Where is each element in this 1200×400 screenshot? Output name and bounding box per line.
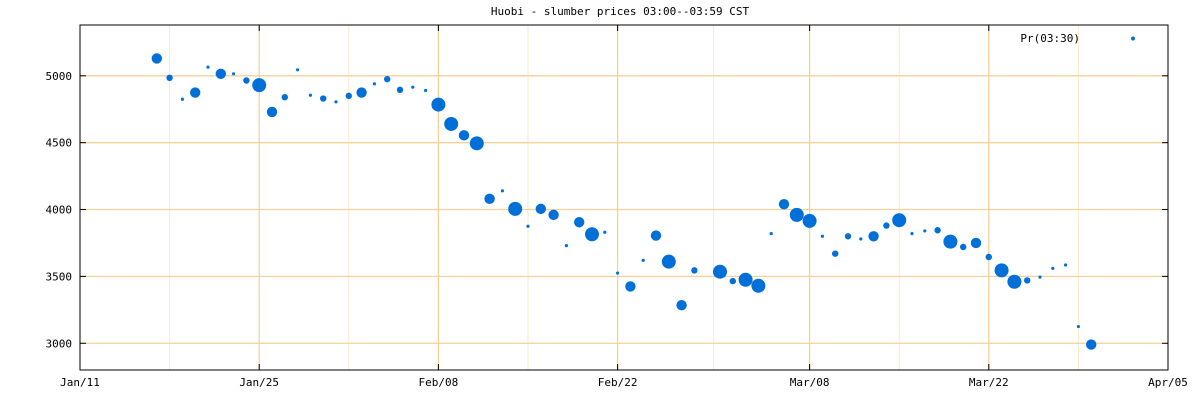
data-point xyxy=(923,229,927,233)
y-tick-label: 3000 xyxy=(46,337,73,350)
data-point xyxy=(1023,277,1031,284)
data-point xyxy=(252,78,267,93)
data-point xyxy=(548,209,559,221)
data-point xyxy=(789,207,804,222)
data-point xyxy=(308,93,312,97)
data-point xyxy=(508,201,523,216)
x-tick-label: Feb/08 xyxy=(419,376,459,389)
data-point xyxy=(180,97,184,101)
data-point xyxy=(970,237,982,249)
y-tick-label: 5000 xyxy=(46,70,73,83)
data-point xyxy=(356,87,367,98)
data-point xyxy=(320,95,327,102)
data-point xyxy=(769,232,773,236)
legend-marker xyxy=(1131,36,1135,41)
data-point xyxy=(500,189,504,193)
data-point xyxy=(574,217,585,228)
data-point xyxy=(166,74,173,82)
data-point xyxy=(832,250,839,257)
data-point xyxy=(713,264,727,279)
data-point xyxy=(1076,324,1080,329)
data-point xyxy=(564,244,569,248)
data-point xyxy=(243,77,250,84)
data-point xyxy=(296,68,300,72)
x-tick-label: Mar/22 xyxy=(969,376,1009,389)
data-point xyxy=(844,233,852,240)
legend-label: Pr(03:30) xyxy=(1020,32,1080,45)
data-point xyxy=(868,231,879,242)
x-tick-label: Jan/25 xyxy=(239,376,279,389)
data-point xyxy=(206,65,210,69)
data-point xyxy=(484,193,495,205)
data-point xyxy=(372,82,376,86)
data-point xyxy=(661,254,676,269)
y-tick-label: 3500 xyxy=(46,270,73,283)
data-point xyxy=(943,234,958,249)
data-point xyxy=(526,224,530,228)
data-point xyxy=(1038,275,1042,279)
data-point xyxy=(729,277,736,285)
data-point xyxy=(603,230,607,234)
data-point xyxy=(650,230,662,241)
axis-ticks: Jan/11 Jan/25 Feb/08 Feb/22 Mar/08 Mar/22 Apr/… xyxy=(46,25,1188,389)
data-point xyxy=(585,227,599,242)
data-point xyxy=(691,267,698,274)
data-point xyxy=(266,106,278,118)
data-point xyxy=(469,136,484,151)
grid-lines xyxy=(80,25,1168,370)
data-point xyxy=(641,258,645,262)
data-point xyxy=(384,75,391,83)
data-point xyxy=(1051,266,1055,270)
data-point xyxy=(934,227,941,234)
data-point xyxy=(883,222,890,229)
data-point xyxy=(676,299,687,311)
data-point xyxy=(458,130,470,141)
x-tick-label: Mar/08 xyxy=(790,376,830,389)
plot-frame xyxy=(79,24,1169,371)
data-point xyxy=(411,85,415,89)
data-point xyxy=(215,68,226,80)
data-points xyxy=(151,53,1097,350)
data-point xyxy=(778,198,790,210)
data-point xyxy=(820,234,825,238)
legend: Pr(03:30) xyxy=(1020,32,1135,45)
data-point xyxy=(151,53,162,64)
chart-title: Huobi - slumber prices 03:00--03:59 CST xyxy=(491,5,750,18)
data-point xyxy=(424,88,428,93)
data-point xyxy=(985,253,992,261)
data-point xyxy=(281,94,288,101)
data-point xyxy=(431,97,446,112)
y-tick-label: 4500 xyxy=(46,137,73,150)
data-point xyxy=(190,87,201,98)
x-tick-label: Apr/05 xyxy=(1148,376,1188,389)
data-point xyxy=(1064,263,1068,267)
data-point xyxy=(859,237,863,241)
data-point xyxy=(396,86,404,94)
data-point xyxy=(535,203,546,215)
data-point xyxy=(892,213,907,228)
data-point xyxy=(1086,339,1097,350)
x-tick-label: Jan/11 xyxy=(60,376,100,389)
data-point xyxy=(994,263,1009,278)
data-point xyxy=(751,278,766,293)
data-point xyxy=(910,232,914,236)
y-tick-label: 4000 xyxy=(46,204,73,217)
data-point xyxy=(334,100,338,104)
data-point xyxy=(1007,274,1022,289)
data-point xyxy=(232,72,236,76)
x-tick-label: Feb/22 xyxy=(598,376,638,389)
data-point xyxy=(616,271,620,275)
data-point xyxy=(444,116,459,131)
data-point xyxy=(802,213,817,228)
data-point xyxy=(960,243,967,251)
data-point xyxy=(738,272,753,287)
data-point xyxy=(345,92,352,100)
data-point xyxy=(625,281,636,292)
